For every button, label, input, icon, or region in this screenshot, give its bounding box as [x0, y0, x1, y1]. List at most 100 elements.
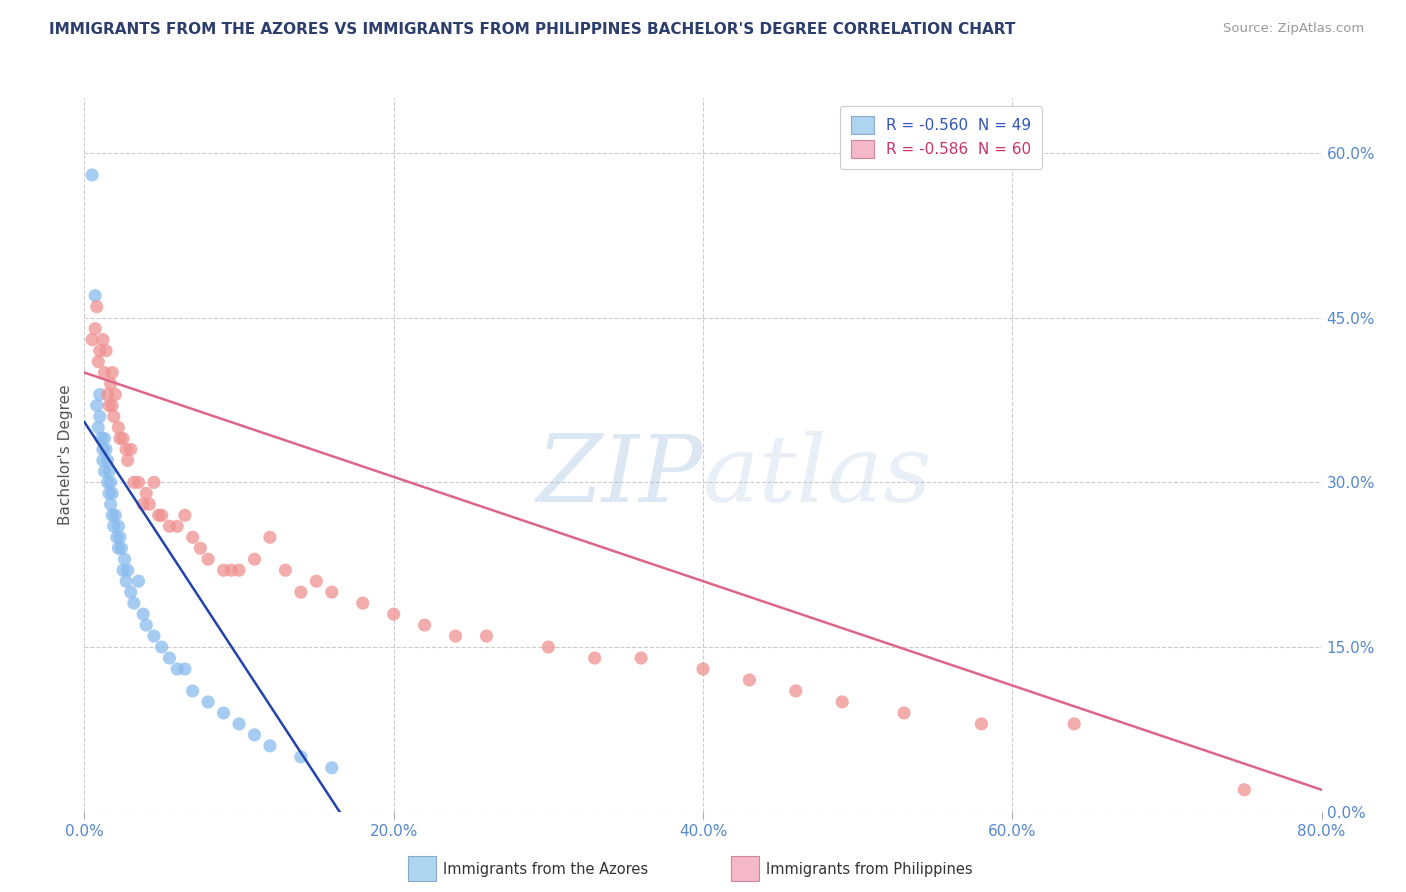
Point — [91, 442, 114, 457]
Point — [197, 552, 219, 566]
Point — [1063, 717, 1085, 731]
Point — [135, 486, 157, 500]
Point — [290, 749, 312, 764]
Point — [112, 563, 135, 577]
Point — [101, 486, 124, 500]
Point — [115, 442, 138, 457]
Point — [181, 530, 204, 544]
Point — [537, 640, 560, 654]
Point — [475, 629, 498, 643]
Text: Immigrants from Philippines: Immigrants from Philippines — [766, 863, 973, 877]
Point — [259, 530, 281, 544]
Point — [352, 596, 374, 610]
Point — [212, 563, 235, 577]
Point — [228, 717, 250, 731]
Point — [86, 300, 108, 314]
Point — [97, 453, 120, 467]
Point — [114, 552, 136, 566]
Point — [107, 420, 129, 434]
Point — [290, 585, 312, 599]
Point — [103, 519, 125, 533]
Point — [444, 629, 467, 643]
Point — [93, 432, 115, 446]
Point — [104, 508, 127, 523]
Point — [120, 442, 142, 457]
Point — [738, 673, 761, 687]
Point — [893, 706, 915, 720]
Point — [91, 453, 114, 467]
Point — [89, 409, 111, 424]
Point — [150, 640, 173, 654]
Point — [84, 321, 107, 335]
Point — [128, 475, 150, 490]
Point — [93, 464, 115, 478]
Point — [82, 333, 104, 347]
Point — [148, 508, 170, 523]
Point — [692, 662, 714, 676]
Point — [117, 563, 139, 577]
Point — [321, 761, 343, 775]
Point — [181, 684, 204, 698]
Point — [105, 530, 128, 544]
Point — [98, 464, 121, 478]
Point — [321, 585, 343, 599]
Point — [94, 343, 117, 358]
Point — [110, 541, 132, 556]
Point — [112, 432, 135, 446]
Legend: R = -0.560  N = 49, R = -0.586  N = 60: R = -0.560 N = 49, R = -0.586 N = 60 — [841, 106, 1042, 169]
Point — [122, 475, 145, 490]
Point — [785, 684, 807, 698]
Point — [128, 574, 150, 589]
Point — [413, 618, 436, 632]
Point — [305, 574, 328, 589]
Point — [143, 475, 166, 490]
Point — [221, 563, 243, 577]
Point — [122, 596, 145, 610]
Point — [101, 399, 124, 413]
Point — [212, 706, 235, 720]
Point — [98, 486, 121, 500]
Point — [86, 399, 108, 413]
Text: ZIP: ZIP — [536, 432, 703, 521]
Point — [138, 497, 160, 511]
Point — [259, 739, 281, 753]
Point — [197, 695, 219, 709]
Point — [100, 497, 122, 511]
Point — [630, 651, 652, 665]
Point — [166, 519, 188, 533]
Point — [1233, 782, 1256, 797]
Point — [132, 497, 155, 511]
Text: Source: ZipAtlas.com: Source: ZipAtlas.com — [1223, 22, 1364, 36]
Point — [243, 728, 266, 742]
Point — [93, 366, 115, 380]
Point — [97, 387, 120, 401]
Point — [831, 695, 853, 709]
Point — [166, 662, 188, 676]
Point — [107, 541, 129, 556]
Point — [89, 387, 111, 401]
Point — [117, 453, 139, 467]
Point — [98, 399, 121, 413]
Point — [108, 530, 131, 544]
Point — [91, 333, 114, 347]
Point — [150, 508, 173, 523]
Point — [108, 432, 131, 446]
Point — [89, 343, 111, 358]
Point — [382, 607, 405, 621]
Point — [243, 552, 266, 566]
Point — [101, 508, 124, 523]
Point — [101, 366, 124, 380]
Point — [228, 563, 250, 577]
Point — [970, 717, 993, 731]
Point — [107, 519, 129, 533]
Point — [159, 519, 181, 533]
Point — [135, 618, 157, 632]
Point — [143, 629, 166, 643]
Text: IMMIGRANTS FROM THE AZORES VS IMMIGRANTS FROM PHILIPPINES BACHELOR'S DEGREE CORR: IMMIGRANTS FROM THE AZORES VS IMMIGRANTS… — [49, 22, 1015, 37]
Point — [274, 563, 297, 577]
Point — [174, 508, 197, 523]
Point — [100, 475, 122, 490]
Point — [87, 420, 110, 434]
Point — [84, 289, 107, 303]
Point — [100, 376, 122, 391]
